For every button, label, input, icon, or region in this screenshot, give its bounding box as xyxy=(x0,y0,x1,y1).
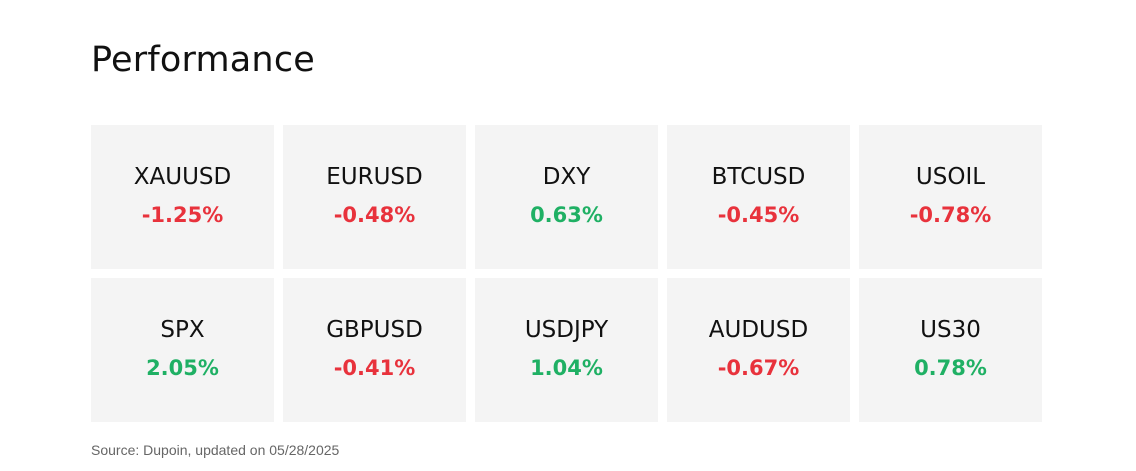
instrument-symbol: USOIL xyxy=(915,164,986,190)
instrument-change: -0.41% xyxy=(333,356,416,380)
instrument-card-btcusd[interactable]: BTCUSD -0.45% xyxy=(667,125,850,269)
instrument-symbol: XAUUSD xyxy=(133,164,232,190)
instrument-symbol: DXY xyxy=(542,164,591,190)
instrument-symbol: SPX xyxy=(160,317,205,343)
instrument-change: -0.78% xyxy=(909,203,992,227)
instrument-change: 2.05% xyxy=(146,356,219,380)
source-note: Source: Dupoin, updated on 05/28/2025 xyxy=(91,442,340,458)
instrument-card-gbpusd[interactable]: GBPUSD -0.41% xyxy=(283,278,466,422)
instrument-symbol: EURUSD xyxy=(326,164,423,190)
instrument-card-us30[interactable]: US30 0.78% xyxy=(859,278,1042,422)
instrument-change: 1.04% xyxy=(530,356,603,380)
instrument-change: -1.25% xyxy=(141,203,224,227)
instrument-symbol: USDJPY xyxy=(524,317,609,343)
instrument-card-dxy[interactable]: DXY 0.63% xyxy=(475,125,658,269)
instrument-symbol: AUDUSD xyxy=(708,317,809,343)
instrument-card-usdjpy[interactable]: USDJPY 1.04% xyxy=(475,278,658,422)
instrument-symbol: US30 xyxy=(920,317,981,343)
instrument-change: 0.78% xyxy=(914,356,987,380)
instrument-change: -0.48% xyxy=(333,203,416,227)
performance-grid: XAUUSD -1.25% EURUSD -0.48% DXY 0.63% BT… xyxy=(91,125,1043,422)
instrument-card-xauusd[interactable]: XAUUSD -1.25% xyxy=(91,125,274,269)
instrument-change: -0.67% xyxy=(717,356,800,380)
instrument-card-audusd[interactable]: AUDUSD -0.67% xyxy=(667,278,850,422)
instrument-card-spx[interactable]: SPX 2.05% xyxy=(91,278,274,422)
instrument-symbol: BTCUSD xyxy=(711,164,806,190)
instrument-card-usoil[interactable]: USOIL -0.78% xyxy=(859,125,1042,269)
page-title: Performance xyxy=(91,40,315,80)
instrument-card-eurusd[interactable]: EURUSD -0.48% xyxy=(283,125,466,269)
instrument-symbol: GBPUSD xyxy=(326,317,423,343)
instrument-change: 0.63% xyxy=(530,203,603,227)
instrument-change: -0.45% xyxy=(717,203,800,227)
